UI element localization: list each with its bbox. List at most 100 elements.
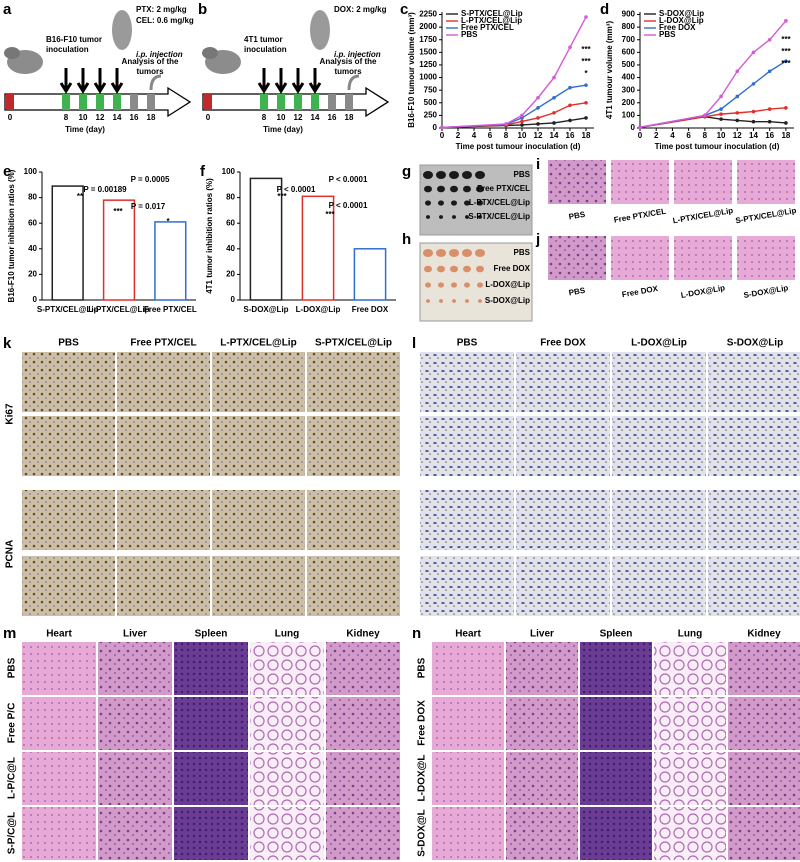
mouse-head	[4, 47, 20, 59]
row-header: PBS	[7, 657, 18, 678]
y-tick-label: 200	[622, 98, 636, 107]
tumor	[477, 200, 483, 206]
organ-image	[250, 642, 324, 695]
x-tick-label: 0	[440, 131, 445, 140]
x-tick-label: 16	[765, 131, 774, 140]
column-header: S-DOX@Lip	[727, 338, 783, 349]
day-label: 8	[64, 113, 69, 122]
photo-label: PBS	[514, 248, 531, 257]
tumor	[462, 171, 472, 179]
timeline-marker	[277, 94, 285, 110]
tumor	[424, 185, 432, 193]
ihc-image	[22, 490, 115, 550]
organ-image	[506, 697, 578, 750]
organ-image	[728, 642, 800, 695]
organ-image	[326, 752, 400, 805]
panel-label: f	[200, 163, 206, 180]
annotation: *	[584, 69, 588, 78]
he-label: PBS	[568, 286, 586, 298]
tumor	[437, 265, 445, 273]
organ-image	[174, 807, 248, 860]
x-tick-label: 0	[638, 131, 643, 140]
bar	[154, 221, 187, 301]
data-point	[568, 85, 572, 90]
tumor	[426, 299, 430, 303]
ihc-image	[307, 352, 400, 412]
y-tick-label: 0	[33, 295, 38, 304]
row-header: L-P/C@L	[7, 757, 18, 799]
ihc-image	[307, 490, 400, 550]
tumor	[478, 299, 482, 303]
y-tick-label: 500	[622, 60, 636, 69]
inoculation-label: inoculation	[46, 45, 89, 54]
x-tick-label: 12	[733, 131, 742, 140]
panel-label: d	[600, 1, 609, 18]
analysis-label: Analysis of the	[320, 57, 377, 66]
timeline-marker	[311, 94, 319, 110]
organ-image	[98, 807, 172, 860]
organ-image	[728, 697, 800, 750]
y-tick-label: 400	[622, 73, 636, 82]
bar	[51, 185, 84, 301]
x-tick-label: 14	[550, 131, 559, 140]
x-tick-label: 6	[488, 131, 493, 140]
organ-image	[506, 752, 578, 805]
organ-image	[728, 752, 800, 805]
y-tick-label: 60	[226, 218, 235, 227]
inoculation-label: inoculation	[244, 45, 287, 54]
injection-arrow	[59, 68, 73, 94]
injection-arrow	[93, 68, 107, 94]
data-point	[504, 122, 508, 126]
tumor	[449, 249, 459, 257]
annotation: P = 0.0005	[131, 175, 170, 184]
ihc-image	[22, 416, 115, 476]
organ-image	[98, 642, 172, 695]
panel-label: k	[3, 335, 12, 352]
tumor	[476, 265, 484, 273]
timeline-marker	[6, 94, 14, 110]
tumor	[425, 282, 431, 288]
annotation: P < 0.0001	[329, 175, 368, 184]
timeline-marker	[294, 94, 302, 110]
legend-label: L-PTX/CEL@Lip	[461, 16, 522, 25]
tumor	[478, 215, 482, 219]
bar	[102, 199, 136, 301]
data-point	[784, 59, 788, 63]
column-header: Lung	[275, 629, 299, 640]
photo-label: L-DOX@Lip	[485, 280, 530, 289]
y-tick-label: 20	[226, 270, 235, 279]
organ-image	[432, 807, 504, 860]
mouse-head	[202, 47, 218, 59]
tumor	[475, 171, 485, 179]
x-tick-label: Free PTX/CEL	[144, 305, 197, 314]
tumor	[425, 200, 431, 206]
legend-label: Free PTX/CEL	[461, 23, 514, 32]
ihc-image	[117, 416, 210, 476]
column-header: Spleen	[600, 629, 633, 640]
photo-label: PBS	[514, 170, 531, 179]
he-image	[548, 236, 606, 280]
day-label: 14	[311, 113, 320, 122]
photo-label: S-DOX@Lip	[485, 296, 530, 305]
ihc-image	[516, 416, 610, 476]
injection-arrow	[76, 68, 90, 94]
he-image	[611, 236, 669, 280]
ihc-image	[708, 490, 800, 550]
timeline-marker	[96, 94, 104, 110]
day-label: 12	[294, 113, 303, 122]
timeline-marker	[204, 94, 212, 110]
annotation: **	[77, 192, 84, 201]
row-header: PCNA	[5, 540, 16, 568]
annotation: *	[166, 217, 170, 226]
data-point	[520, 116, 524, 120]
column-header: PBS	[58, 338, 79, 349]
y-tick-label: 100	[24, 167, 38, 176]
day-label: 16	[130, 113, 139, 122]
tumor	[465, 215, 469, 219]
ihc-image	[117, 352, 210, 412]
x-tick-label: 6	[686, 131, 691, 140]
y-tick-label: 1000	[419, 73, 437, 82]
photo-label: Free PTX/CEL	[477, 184, 530, 193]
x-tick-label: 4	[670, 131, 675, 140]
